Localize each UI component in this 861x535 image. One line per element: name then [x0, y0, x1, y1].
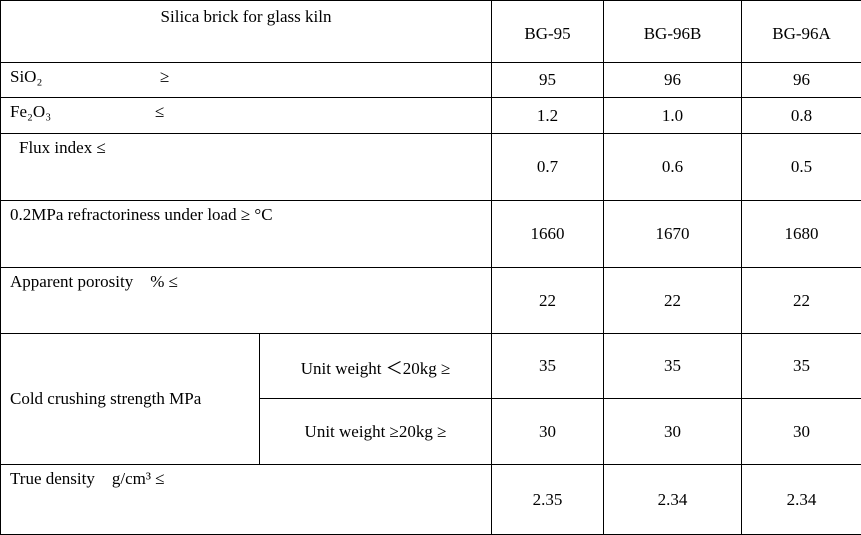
- row-label-text: Apparent porosity % ≤: [10, 272, 178, 291]
- row-label: Cold crushing strength MPa: [1, 334, 260, 465]
- row-label-text: SiO₂: [10, 67, 160, 87]
- row-label: Flux index ≤: [1, 134, 492, 201]
- value: 96: [664, 70, 681, 89]
- value-cell: 30: [492, 399, 604, 465]
- value-cell: 30: [604, 399, 742, 465]
- row-condition: ≤: [155, 102, 164, 122]
- sub-label-text: Unit weight ＜20kg ≥: [301, 359, 451, 378]
- value-cell: 35: [492, 334, 604, 399]
- value: 22: [664, 291, 681, 310]
- table-title: Silica brick for glass kiln: [161, 7, 332, 26]
- value-cell: 2.34: [604, 465, 742, 535]
- column-header: BG-96B: [604, 1, 742, 63]
- column-header-text: BG-96B: [644, 24, 702, 43]
- value: 2.35: [533, 490, 563, 509]
- row-label-text: Fe₂O₃: [10, 102, 155, 122]
- row-label-text: True density g/cm³ ≤: [10, 469, 165, 488]
- value-cell: 22: [604, 268, 742, 334]
- value: 22: [539, 291, 556, 310]
- value: 96: [793, 70, 810, 89]
- sub-label: Unit weight ＜20kg ≥: [260, 334, 492, 399]
- value-cell: 2.35: [492, 465, 604, 535]
- table-row: Silica brick for glass kiln BG-95 BG-96B BG…: [1, 1, 861, 63]
- value: 0.5: [791, 157, 812, 176]
- column-header-text: BG-95: [524, 24, 570, 43]
- value: 1.0: [662, 106, 683, 125]
- row-label: SiO₂≥: [1, 63, 492, 98]
- value-cell: 35: [742, 334, 861, 399]
- value: 1670: [656, 224, 690, 243]
- row-label: Apparent porosity % ≤: [1, 268, 492, 334]
- value: 0.8: [791, 106, 812, 125]
- row-label-text: 0.2MPa refractoriness under load ≥ °C: [10, 205, 273, 224]
- table-row: Apparent porosity % ≤ 22 22 22: [1, 268, 861, 334]
- value-cell: 96: [604, 63, 742, 98]
- row-label-text: Cold crushing strength MPa: [10, 389, 201, 408]
- row-label: True density g/cm³ ≤: [1, 465, 492, 535]
- value: 30: [539, 422, 556, 441]
- table-row: Flux index ≤ 0.7 0.6 0.5: [1, 134, 861, 201]
- table-row: True density g/cm³ ≤ 2.35 2.34 2.34: [1, 465, 861, 535]
- column-header: BG-95: [492, 1, 604, 63]
- column-header: BG-96A: [742, 1, 861, 63]
- value-cell: 95: [492, 63, 604, 98]
- value-cell: 96: [742, 63, 861, 98]
- value-cell: 0.6: [604, 134, 742, 201]
- value-cell: 0.5: [742, 134, 861, 201]
- value: 1.2: [537, 106, 558, 125]
- value: 30: [664, 422, 681, 441]
- value-cell: 22: [742, 268, 861, 334]
- value-cell: 2.34: [742, 465, 861, 535]
- value-cell: 1670: [604, 201, 742, 268]
- row-label: 0.2MPa refractoriness under load ≥ °C: [1, 201, 492, 268]
- value: 2.34: [787, 490, 817, 509]
- value-cell: 1680: [742, 201, 861, 268]
- value: 95: [539, 70, 556, 89]
- value: 30: [793, 422, 810, 441]
- row-condition: ≥: [160, 67, 169, 87]
- value: 1680: [785, 224, 819, 243]
- column-header-text: BG-96A: [772, 24, 831, 43]
- value: 35: [664, 356, 681, 375]
- sub-label: Unit weight ≥20kg ≥: [260, 399, 492, 465]
- value-cell: 0.7: [492, 134, 604, 201]
- value: 0.6: [662, 157, 683, 176]
- sub-label-text: Unit weight ≥20kg ≥: [305, 422, 447, 441]
- value-cell: 22: [492, 268, 604, 334]
- value: 0.7: [537, 157, 558, 176]
- value: 2.34: [658, 490, 688, 509]
- value-cell: 35: [604, 334, 742, 399]
- value-cell: 1.0: [604, 98, 742, 134]
- value-cell: 30: [742, 399, 861, 465]
- table-row: 0.2MPa refractoriness under load ≥ °C 166…: [1, 201, 861, 268]
- title-cell: Silica brick for glass kiln: [1, 1, 492, 63]
- value: 35: [539, 356, 556, 375]
- value: 22: [793, 291, 810, 310]
- row-label: Fe₂O₃≤: [1, 98, 492, 134]
- row-label-text: Flux index ≤: [19, 138, 106, 157]
- value: 1660: [531, 224, 565, 243]
- value-cell: 1660: [492, 201, 604, 268]
- value-cell: 0.8: [742, 98, 861, 134]
- value: 35: [793, 356, 810, 375]
- value-cell: 1.2: [492, 98, 604, 134]
